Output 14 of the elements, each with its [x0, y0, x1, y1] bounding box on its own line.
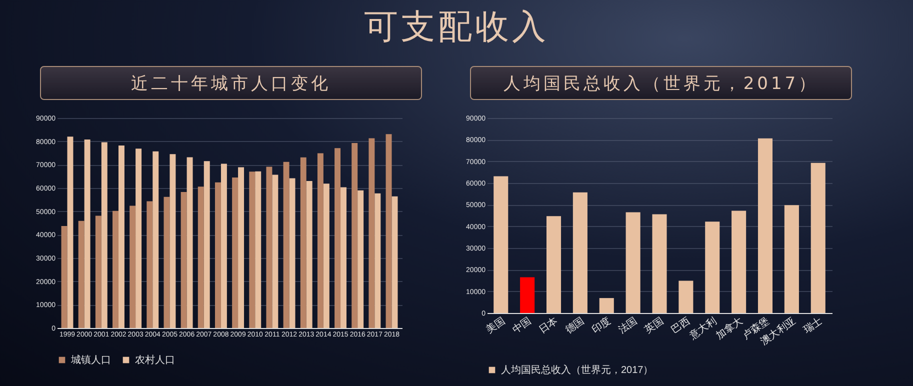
x-tick-label: 中国 — [510, 314, 534, 336]
text: 可支配收入 — [363, 6, 550, 49]
x-tick-label: 印度 — [590, 314, 613, 336]
x-tick-label: 瑞士 — [801, 314, 824, 336]
legend-label: 人均国民总收入（世界元，2017） — [501, 364, 654, 376]
x-tick-label: 英国 — [642, 314, 666, 336]
legend-label: 城镇人口 — [70, 354, 111, 366]
x-tick-label: 美国 — [484, 314, 508, 336]
chart-title: 近二十年城市人口变化 — [130, 73, 332, 95]
chart-title: 人均国民总收入（世界元，2017） — [502, 73, 820, 95]
x-tick-label: 法国 — [616, 314, 640, 336]
x-tick-label: 德国 — [564, 316, 586, 336]
x-tick-label: 日本 — [536, 314, 560, 336]
legend-label: 农村人口 — [135, 354, 175, 366]
